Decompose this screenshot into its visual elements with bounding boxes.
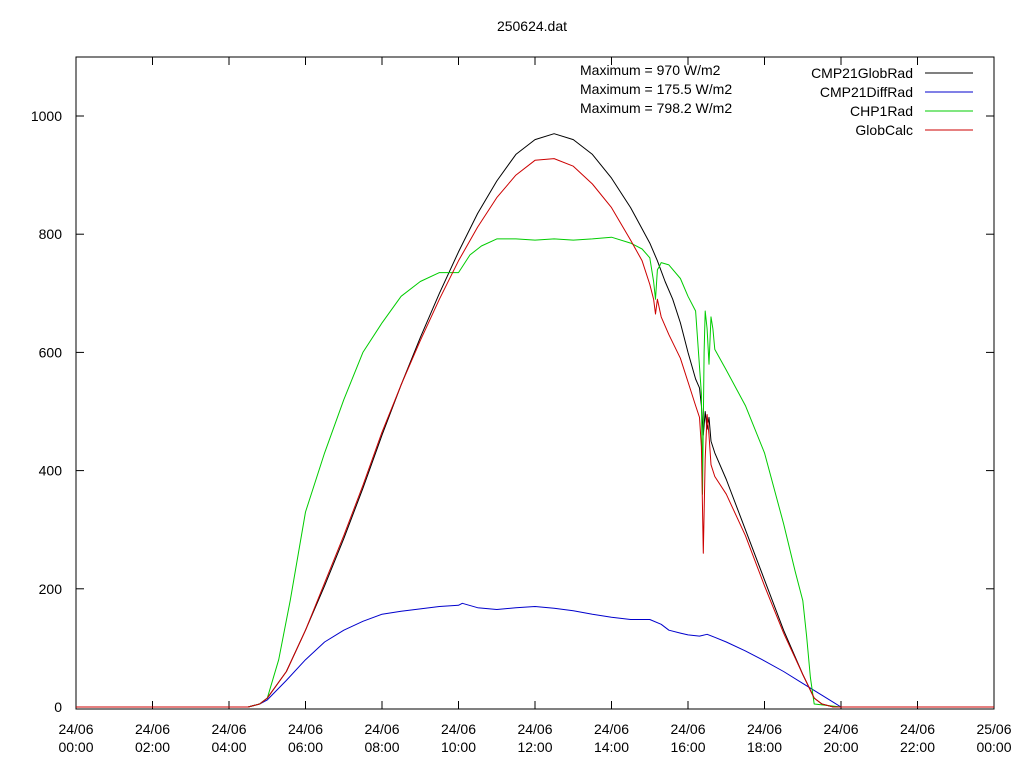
x-tick-label: 24/06 18:00	[747, 721, 782, 755]
legend-label: CMP21DiffRad	[820, 84, 913, 100]
x-tick-label: 24/06 02:00	[135, 721, 170, 755]
x-tick-label: 24/06 14:00	[594, 721, 629, 755]
y-axis: 0 200 400 600 800 1000	[31, 108, 994, 715]
series-line-CMP21DiffRad	[76, 602, 994, 708]
x-tick-label: 24/06 04:00	[211, 721, 246, 755]
legend-label: CMP21GlobRad	[811, 65, 913, 81]
y-tick-label: 800	[39, 226, 63, 242]
y-tick-label: 400	[39, 463, 63, 479]
x-tick-label: 24/06 10:00	[441, 721, 476, 755]
y-tick-label: 0	[54, 699, 62, 715]
y-tick-label: 1000	[31, 108, 62, 124]
annotations: Maximum = 970 W/m2 Maximum = 175.5 W/m2 Ma…	[580, 62, 732, 116]
max-annotation: Maximum = 798.2 W/m2	[580, 100, 732, 116]
x-tick-label: 25/06 00:00	[976, 721, 1011, 755]
x-axis: 24/06 00:00 24/06 02:00 24/06 04:00 24/06 06:00…	[58, 57, 1012, 755]
x-tick-label: 24/06 00:00	[58, 721, 93, 755]
x-tick-label: 24/06 22:00	[900, 721, 935, 755]
max-annotation: Maximum = 175.5 W/m2	[580, 81, 732, 97]
series-line-CMP21GlobRad	[76, 133, 994, 708]
series-line-GlobCalc	[76, 158, 994, 708]
x-tick-label: 24/06 20:00	[823, 721, 858, 755]
x-tick-label: 24/06 16:00	[670, 721, 705, 755]
legend-label: CHP1Rad	[850, 103, 913, 119]
x-tick-label: 24/06 06:00	[288, 721, 323, 755]
series-line-CHP1Rad	[76, 236, 994, 708]
chart-title: 250624.dat	[497, 18, 567, 34]
plot-frame	[75, 56, 995, 710]
series-lines	[76, 133, 994, 708]
legend: CMP21GlobRad CMP21DiffRad CHP1Rad GlobCalc	[811, 65, 973, 138]
x-tick-label: 24/06 12:00	[517, 721, 552, 755]
legend-label: GlobCalc	[855, 122, 913, 138]
y-tick-label: 200	[39, 581, 63, 597]
max-annotation: Maximum = 970 W/m2	[580, 62, 721, 78]
y-tick-label: 600	[39, 344, 63, 360]
x-tick-label: 24/06 08:00	[364, 721, 399, 755]
